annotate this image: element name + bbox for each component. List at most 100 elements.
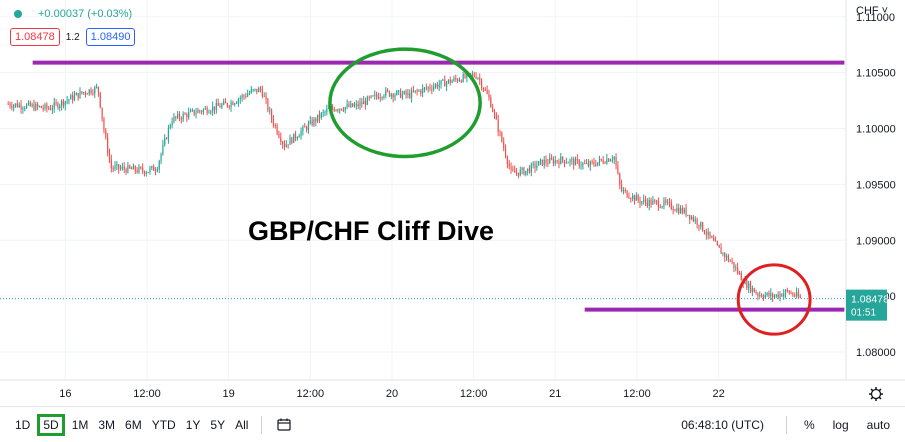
percent-toggle[interactable]: % <box>803 417 815 432</box>
buy-button[interactable]: 1.08490 <box>85 28 136 46</box>
timeframe-5y[interactable]: 5Y <box>210 417 226 432</box>
candle-body <box>447 79 450 83</box>
utc-clock[interactable]: 06:48:10 (UTC) <box>681 417 764 432</box>
candle-body <box>495 114 497 120</box>
candle-body <box>678 207 680 214</box>
price-chart[interactable]: 1.080001.085001.090001.095001.100001.105… <box>0 0 905 406</box>
candle-body <box>760 294 763 297</box>
candle-body <box>224 101 227 104</box>
candle-body <box>285 144 287 148</box>
candle-body <box>538 161 540 166</box>
candle-body <box>716 241 718 246</box>
candle-body <box>59 105 61 108</box>
candle-body <box>644 199 647 203</box>
candle-body <box>628 197 630 199</box>
candle-body <box>700 222 702 227</box>
candle-body <box>416 90 418 92</box>
auto-toggle[interactable]: auto <box>866 417 890 432</box>
timeframe-ytd[interactable]: YTD <box>151 417 176 432</box>
settings-icon-tooth <box>870 396 874 400</box>
candle-body <box>569 159 571 163</box>
candle-body <box>578 160 580 167</box>
candle-body <box>549 157 551 164</box>
candle-body <box>86 93 88 95</box>
candle-body <box>217 103 219 106</box>
settings-icon[interactable] <box>869 387 883 401</box>
currency-selector[interactable]: CHF ˅ <box>856 5 889 17</box>
candle-body <box>53 102 55 109</box>
timeframe-1m[interactable]: 1M <box>71 417 89 432</box>
candle-body <box>154 170 157 172</box>
candle-body <box>390 94 392 97</box>
candle-body <box>794 295 796 297</box>
candle-body <box>438 84 440 88</box>
y-tick-label: 1.10000 <box>856 124 896 136</box>
candle-body <box>681 208 683 213</box>
candle-body <box>652 200 654 205</box>
timeframe-5d[interactable]: 5D <box>37 413 65 436</box>
candle-body <box>230 102 232 108</box>
candle-body <box>475 76 477 79</box>
sell-button[interactable]: 1.08478 <box>10 28 60 46</box>
candle-body <box>784 290 787 294</box>
timeframe-6m[interactable]: 6M <box>125 417 142 432</box>
candle-body <box>27 102 30 105</box>
candle-body <box>313 118 315 126</box>
candle-body <box>718 245 720 248</box>
chart-grid <box>0 0 846 380</box>
candle-body <box>523 167 525 175</box>
candle-body <box>326 108 328 112</box>
candle-body <box>375 94 378 97</box>
date-range-icon[interactable] <box>276 417 292 433</box>
candle-body <box>558 161 560 165</box>
drawings[interactable] <box>0 47 846 336</box>
candle-body <box>624 190 626 192</box>
candle-body <box>140 167 142 169</box>
candle-body <box>252 89 254 91</box>
candle-body <box>609 160 612 162</box>
timeframe-all[interactable]: All <box>235 417 249 432</box>
spread-value: 1.2 <box>65 31 80 43</box>
candle-body <box>315 118 317 122</box>
candle-body <box>305 127 308 130</box>
candle-body <box>783 293 785 297</box>
log-toggle[interactable]: log <box>832 417 849 432</box>
candle-body <box>136 170 138 173</box>
candle-body <box>125 169 127 173</box>
candle-body <box>665 200 667 203</box>
candle-body <box>790 293 792 295</box>
candle-body <box>248 92 251 95</box>
candle-body <box>202 109 205 112</box>
candle-body <box>153 166 155 171</box>
candle-body <box>235 102 238 104</box>
x-tick-label: 12:00 <box>133 388 161 400</box>
candle-body <box>127 165 129 173</box>
candle-body <box>490 97 492 108</box>
timeframe-3m[interactable]: 3M <box>98 417 116 432</box>
candle-body <box>276 125 278 134</box>
candle-body <box>689 214 691 220</box>
candle-body <box>143 171 146 175</box>
candle-body <box>72 95 74 101</box>
candle-body <box>552 159 555 164</box>
candle-body <box>720 247 722 254</box>
candle-body <box>165 138 168 140</box>
timeframe-1d[interactable]: 1D <box>15 417 31 432</box>
candle-body <box>256 88 258 93</box>
candle-body <box>123 166 125 170</box>
candle-body <box>300 131 302 137</box>
candle-body <box>641 201 643 204</box>
candle-body <box>348 104 350 107</box>
annotation-title[interactable]: GBP/CHF Cliff Dive <box>248 216 494 246</box>
candle-body <box>795 292 798 296</box>
time-axis[interactable]: 16 12:00 19 12:00 20 12:00 21 12:00 22 <box>0 379 905 401</box>
candle-body <box>479 78 481 81</box>
candle-body <box>779 293 781 298</box>
candle-body <box>107 137 109 154</box>
candle-body <box>620 184 623 191</box>
candle-body <box>714 240 717 242</box>
candle-body <box>239 98 241 100</box>
price-axis[interactable]: 1.080001.085001.090001.095001.100001.105… <box>845 0 896 380</box>
timeframe-1y[interactable]: 1Y <box>185 417 201 432</box>
settings-icon-tooth <box>878 396 882 400</box>
